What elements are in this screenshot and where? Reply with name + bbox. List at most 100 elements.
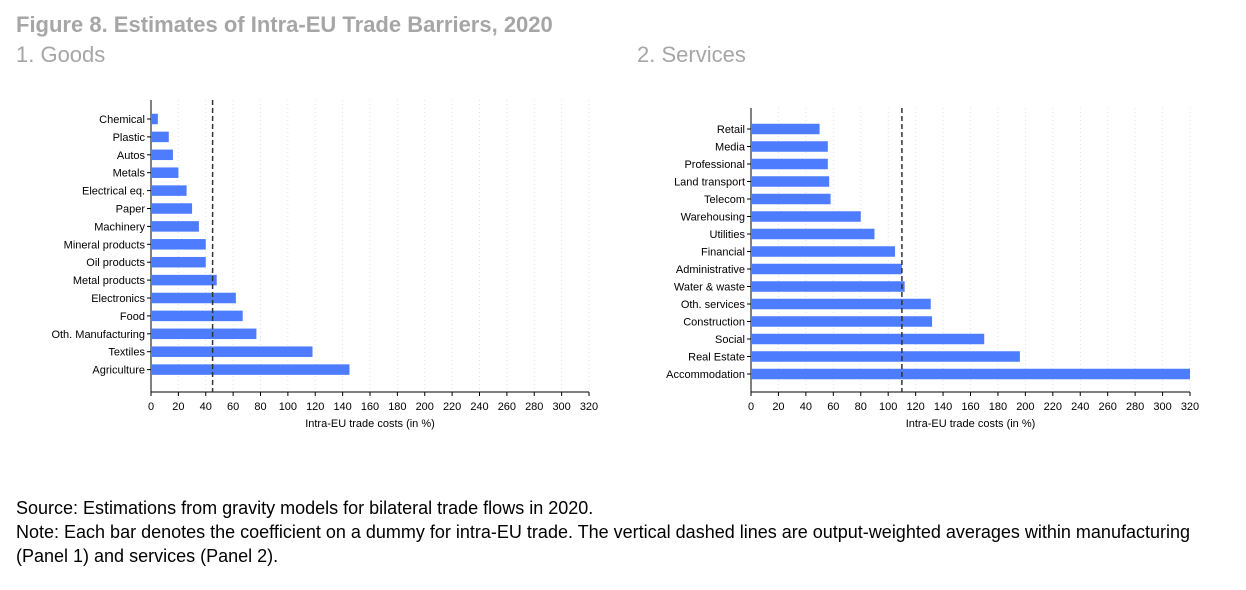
goods-chart-svg: 0 20 40 60 80 100 120 140 160 180 200 220 240 260 280 3…	[51, 100, 598, 430]
services-x-tick-label: 140	[934, 401, 952, 413]
services-chart-svg: 0 20 40 60 80 100 120 140 160 180 200 220 240 260 280 3…	[666, 108, 1199, 430]
services-category-label: Telecom	[704, 194, 745, 206]
goods-x-tick-label: 320	[580, 401, 598, 413]
goods-x-tick-label: 280	[525, 401, 543, 413]
goods-x-axis-title: Intra-EU trade costs (in %)	[305, 418, 435, 430]
goods-chart: 0 20 40 60 80 100 120 140 160 180 200 220 240 260 280 3…	[0, 0, 620, 440]
services-category-label: Financial	[701, 247, 745, 259]
services-bar	[751, 281, 905, 292]
goods-bar	[151, 310, 243, 322]
goods-bar	[151, 113, 158, 125]
services-bar	[751, 368, 1190, 380]
goods-category-label: Machinery	[94, 221, 145, 233]
goods-x-tick-label: 240	[470, 401, 488, 413]
services-category-label: Accommodation	[666, 369, 745, 381]
goods-bar	[151, 239, 206, 250]
services-x-tick-label: 220	[1044, 401, 1062, 413]
services-category-label: Warehousing	[681, 212, 745, 224]
goods-category-label: Oil products	[86, 257, 145, 269]
services-bar	[751, 316, 933, 327]
goods-bar	[151, 328, 257, 340]
services-bar	[751, 351, 1020, 362]
goods-category-label: Metal products	[73, 275, 146, 287]
services-x-tick-label: 280	[1126, 401, 1144, 413]
services-category-label: Construction	[683, 317, 745, 329]
footer: Source: Estimations from gravity models …	[16, 496, 1232, 568]
services-x-tick-label: 0	[748, 401, 754, 413]
goods-bar	[151, 149, 173, 161]
services-x-tick-label: 40	[800, 401, 812, 413]
goods-x-tick-label: 300	[552, 401, 570, 413]
goods-bar	[151, 167, 179, 178]
goods-bar	[151, 256, 206, 268]
goods-bar	[151, 346, 313, 357]
goods-x-tick-label: 260	[498, 401, 516, 413]
goods-category-label: Mineral products	[64, 239, 146, 251]
goods-bar	[151, 364, 350, 375]
goods-x-tick-label: 80	[254, 401, 266, 413]
goods-bar	[151, 203, 193, 214]
services-bar	[751, 158, 828, 170]
goods-x-tick-label: 100	[279, 401, 297, 413]
services-bar	[751, 211, 861, 222]
goods-x-tick-label: 160	[361, 401, 379, 413]
services-bar	[751, 298, 931, 310]
services-x-tick-label: 260	[1099, 401, 1117, 413]
note-text: Note: Each bar denotes the coefficient o…	[16, 522, 1190, 566]
services-bar	[751, 263, 902, 275]
goods-x-tick-label: 60	[227, 401, 239, 413]
services-x-tick-label: 320	[1181, 401, 1199, 413]
panel-title-services: 2. Services	[637, 42, 746, 67]
goods-x-tick-label: 180	[388, 401, 406, 413]
services-category-label: Utilities	[710, 229, 746, 241]
goods-category-label: Oth. Manufacturing	[51, 329, 145, 341]
services-x-tick-label: 180	[989, 401, 1007, 413]
goods-category-label: Textiles	[108, 347, 145, 359]
goods-category-label: Chemical	[99, 114, 145, 126]
services-bar	[751, 228, 875, 240]
services-category-label: Oth. services	[681, 299, 746, 311]
services-category-label: Retail	[717, 124, 745, 136]
goods-category-label: Food	[120, 311, 145, 323]
services-category-label: Real Estate	[688, 352, 745, 364]
services-x-tick-label: 100	[879, 401, 897, 413]
goods-category-label: Paper	[116, 204, 146, 216]
goods-x-tick-label: 140	[333, 401, 351, 413]
services-bar	[751, 123, 820, 135]
goods-x-tick-label: 120	[306, 401, 324, 413]
goods-bar	[151, 292, 236, 304]
services-category-label: Social	[715, 334, 745, 346]
services-category-label: Land transport	[674, 177, 745, 189]
goods-x-tick-label: 40	[200, 401, 212, 413]
services-x-axis-title: Intra-EU trade costs (in %)	[906, 418, 1036, 430]
services-category-label: Water & waste	[674, 282, 745, 294]
goods-category-label: Agriculture	[92, 365, 145, 377]
goods-category-label: Plastic	[113, 132, 146, 144]
services-bar	[751, 193, 831, 205]
goods-bar	[151, 274, 217, 286]
goods-x-tick-label: 20	[172, 401, 184, 413]
services-category-label: Administrative	[676, 264, 745, 276]
goods-bar	[151, 221, 199, 232]
goods-bar	[151, 131, 169, 143]
goods-category-label: Metals	[113, 168, 146, 180]
figure-title: Figure 8. Estimates of Intra-EU Trade Ba…	[16, 12, 553, 37]
panel-title-goods: 1. Goods	[16, 42, 106, 67]
goods-category-label: Autos	[117, 150, 146, 162]
services-x-tick-label: 200	[1016, 401, 1034, 413]
goods-x-tick-label: 220	[443, 401, 461, 413]
goods-category-label: Electrical eq.	[82, 186, 145, 198]
services-chart: 0 20 40 60 80 100 120 140 160 180 200 220 240 260 280 3…	[620, 0, 1246, 440]
source-text: Source: Estimations from gravity models …	[16, 498, 594, 518]
services-bar	[751, 141, 828, 152]
services-x-tick-label: 20	[772, 401, 784, 413]
goods-bar	[151, 185, 187, 196]
services-x-tick-label: 240	[1071, 401, 1089, 413]
goods-x-tick-label: 0	[148, 401, 154, 413]
services-x-tick-label: 60	[827, 401, 839, 413]
services-x-tick-label: 80	[855, 401, 867, 413]
services-category-label: Media	[715, 142, 746, 154]
services-x-tick-label: 300	[1153, 401, 1171, 413]
services-bar	[751, 246, 896, 257]
services-x-tick-label: 120	[906, 401, 924, 413]
